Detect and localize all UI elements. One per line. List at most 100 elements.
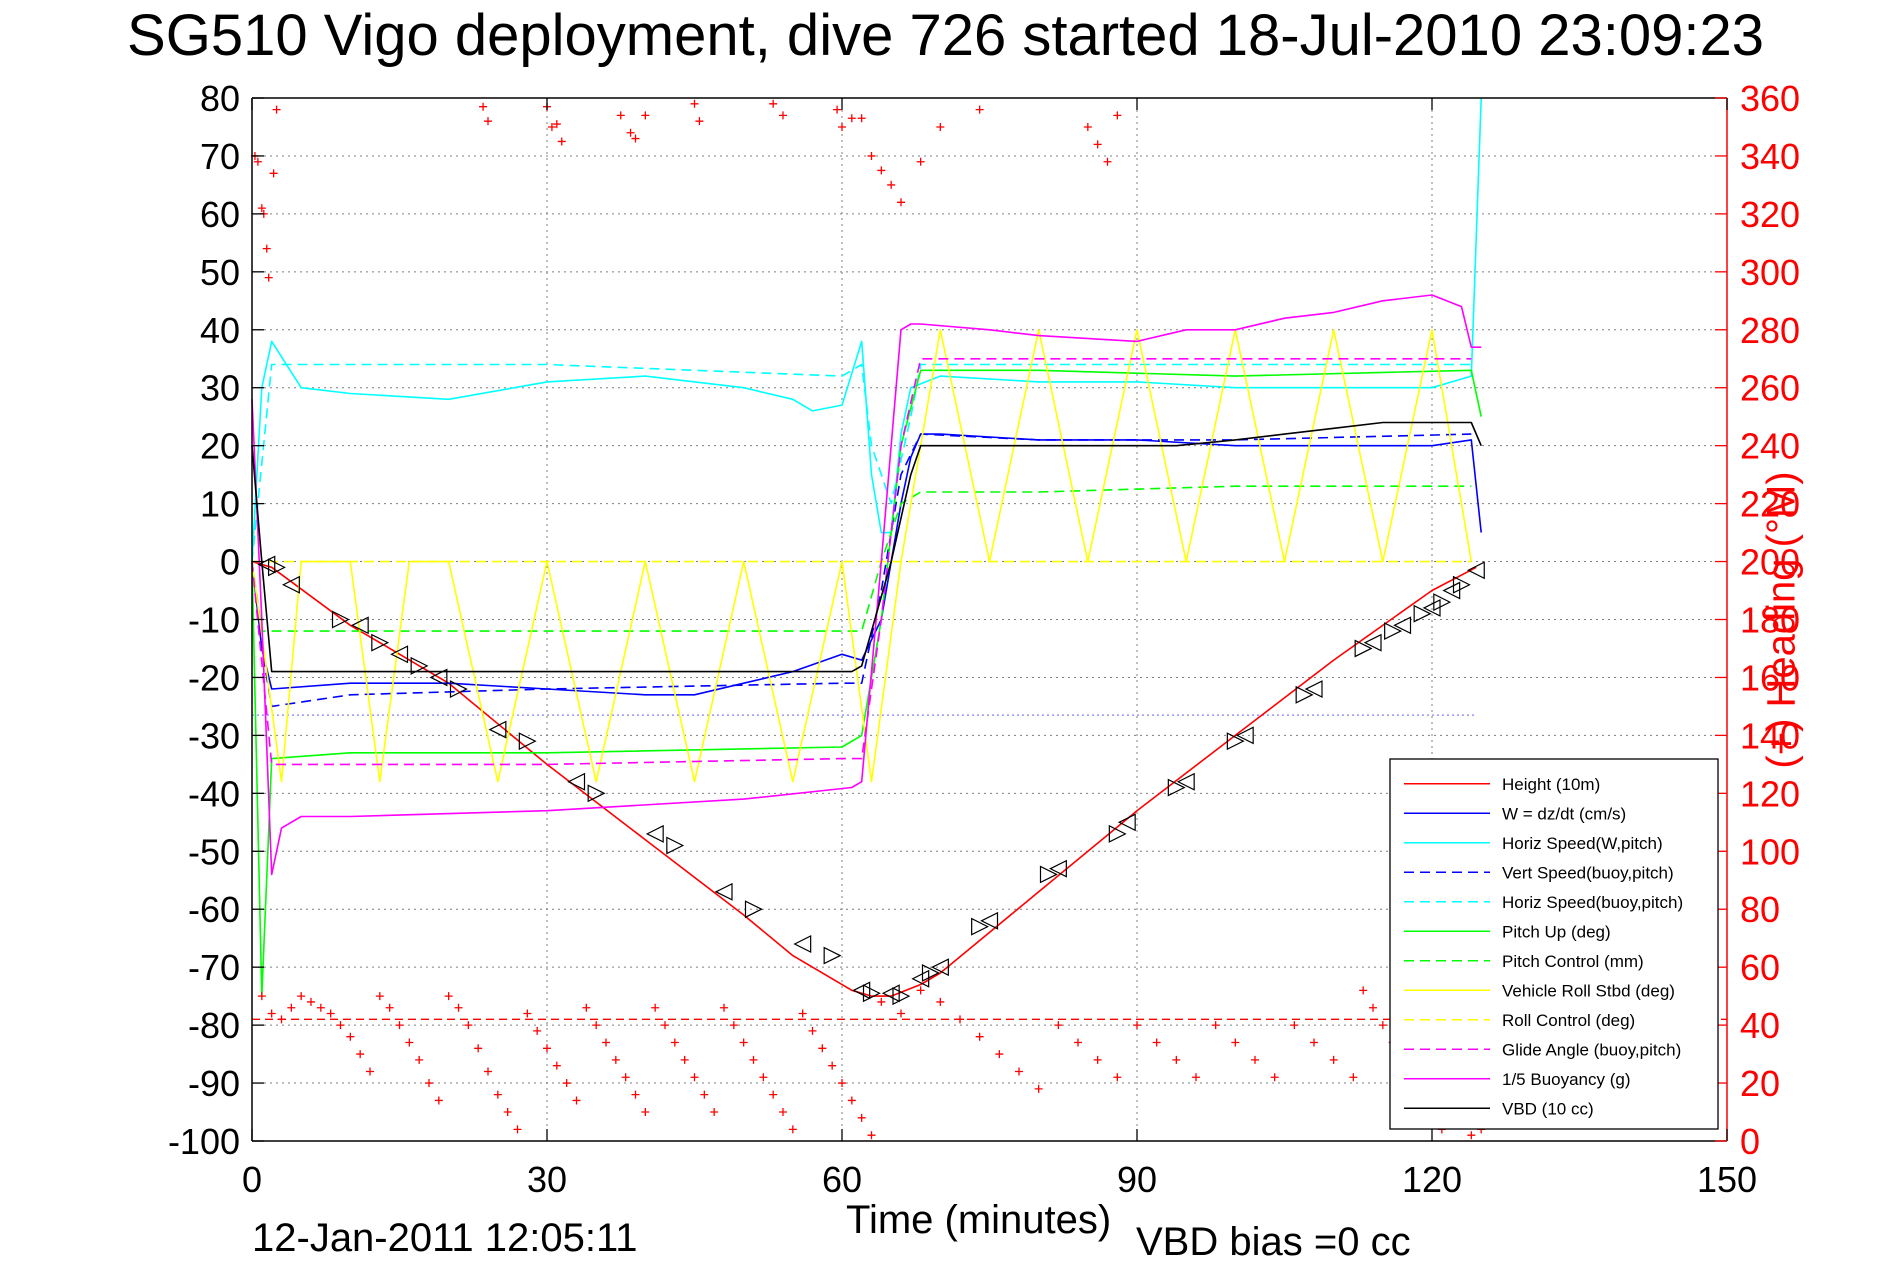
y-tick-label: 80 [200, 78, 240, 119]
heading-point [592, 1021, 601, 1030]
heading-point [1093, 1055, 1102, 1064]
x-axis-label: Time (minutes) [846, 1198, 1112, 1242]
heading-point [936, 122, 945, 131]
y-tick-label: 70 [200, 136, 240, 177]
gc-marker [1422, 598, 1441, 617]
y-tick-label: 50 [200, 252, 240, 293]
gc-marker [267, 558, 286, 577]
heading-point [262, 244, 271, 253]
heading-point [1211, 1021, 1220, 1030]
heading-point [474, 1044, 483, 1053]
heading-point [562, 1079, 571, 1088]
y2-tick-label: 320 [1740, 194, 1800, 235]
heading-point [710, 1108, 719, 1117]
series-line-4 [251, 363, 1472, 562]
gc-marker [1442, 581, 1461, 600]
legend-label-3: Vert Speed(buoy,pitch) [1502, 863, 1674, 882]
heading-point [779, 1108, 787, 1117]
legend-box [1389, 758, 1719, 1130]
gc-marker [410, 656, 429, 675]
gc-marker [1048, 859, 1067, 878]
heading-point [307, 997, 315, 1006]
y-tick-label: 0 [220, 542, 240, 583]
y2-tick-label: 40 [1740, 1005, 1780, 1046]
x-tick-label: 0 [242, 1159, 262, 1200]
gc-marker [257, 555, 276, 574]
heading-point [1133, 1021, 1141, 1030]
heading-point [257, 204, 266, 213]
heading-point [749, 1055, 758, 1064]
heading-point [484, 1067, 492, 1076]
heading-point [326, 1009, 335, 1018]
gc-marker [281, 575, 300, 594]
heading-point [621, 1073, 630, 1082]
heading-point [479, 102, 488, 111]
heading-point [1290, 1021, 1299, 1030]
gc-marker [1304, 680, 1323, 699]
gc-marker [862, 984, 881, 1003]
y2-tick-label: 80 [1740, 889, 1780, 930]
heading-point [1270, 1073, 1279, 1082]
gc-markers [257, 555, 1485, 1006]
heading-point [690, 1073, 699, 1082]
heading-point [375, 992, 384, 1001]
legend-label-11: VBD (10 cc) [1502, 1099, 1594, 1118]
heading-point [602, 1038, 610, 1047]
heading-point [513, 1125, 522, 1134]
heading-point [670, 1038, 679, 1047]
gc-marker [390, 645, 409, 664]
heading-point [1359, 986, 1368, 995]
heading-point [1054, 1021, 1063, 1030]
gc-marker [823, 946, 842, 965]
y-tick-label: 20 [200, 426, 240, 467]
y-tick-label: -90 [188, 1063, 240, 1104]
gc-marker [1363, 633, 1382, 652]
y-tick-label: 40 [200, 310, 240, 351]
y2-tick-label: 160 [1740, 657, 1800, 698]
heading-point [272, 105, 281, 114]
heading-point [523, 1009, 532, 1018]
heading-point [346, 1032, 355, 1041]
heading-point [557, 137, 566, 146]
y2-tick-label: 180 [1740, 600, 1800, 641]
heading-point [1103, 157, 1112, 166]
y2-tick-label: 260 [1740, 368, 1800, 409]
heading-point [464, 1021, 473, 1030]
y2-tick-label: 300 [1740, 252, 1800, 293]
gc-marker [1452, 575, 1471, 594]
y2-tick-label: 200 [1740, 542, 1800, 583]
heading-point [631, 134, 640, 143]
gc-marker [518, 732, 537, 751]
gc-marker [1108, 824, 1127, 843]
heading-point [1310, 1038, 1318, 1047]
heading-point [582, 1003, 591, 1012]
heading-point [818, 1044, 827, 1053]
y2-tick-label: 280 [1740, 310, 1800, 351]
gc-marker [714, 882, 733, 901]
gc-marker [1295, 685, 1314, 704]
legend-label-7: Vehicle Roll Stbd (deg) [1502, 981, 1675, 1000]
heading-point [877, 997, 886, 1006]
gc-marker [350, 616, 369, 635]
y2-tick-label: 360 [1740, 78, 1800, 119]
heading-point [1152, 1038, 1161, 1047]
y-tick-label: 10 [200, 484, 240, 525]
heading-point [543, 1044, 551, 1053]
heading-point [1034, 1084, 1043, 1093]
heading-point [287, 1003, 296, 1012]
gc-marker [488, 720, 507, 739]
x-tick-label: 150 [1697, 1159, 1757, 1200]
heading-point [690, 99, 699, 108]
x-tick-label: 120 [1402, 1159, 1462, 1200]
y-tick-label: -30 [188, 715, 240, 756]
y-tick-label: 30 [200, 368, 240, 409]
y-tick-label: -10 [188, 600, 240, 641]
legend-label-4: Horiz Speed(buoy,pitch) [1502, 893, 1683, 912]
heading-point [798, 1009, 807, 1018]
gc-marker [666, 836, 685, 855]
heading-point [503, 1108, 512, 1117]
heading-point [415, 1055, 424, 1064]
series-line-0 [251, 560, 1477, 997]
gc-marker [1384, 622, 1403, 641]
